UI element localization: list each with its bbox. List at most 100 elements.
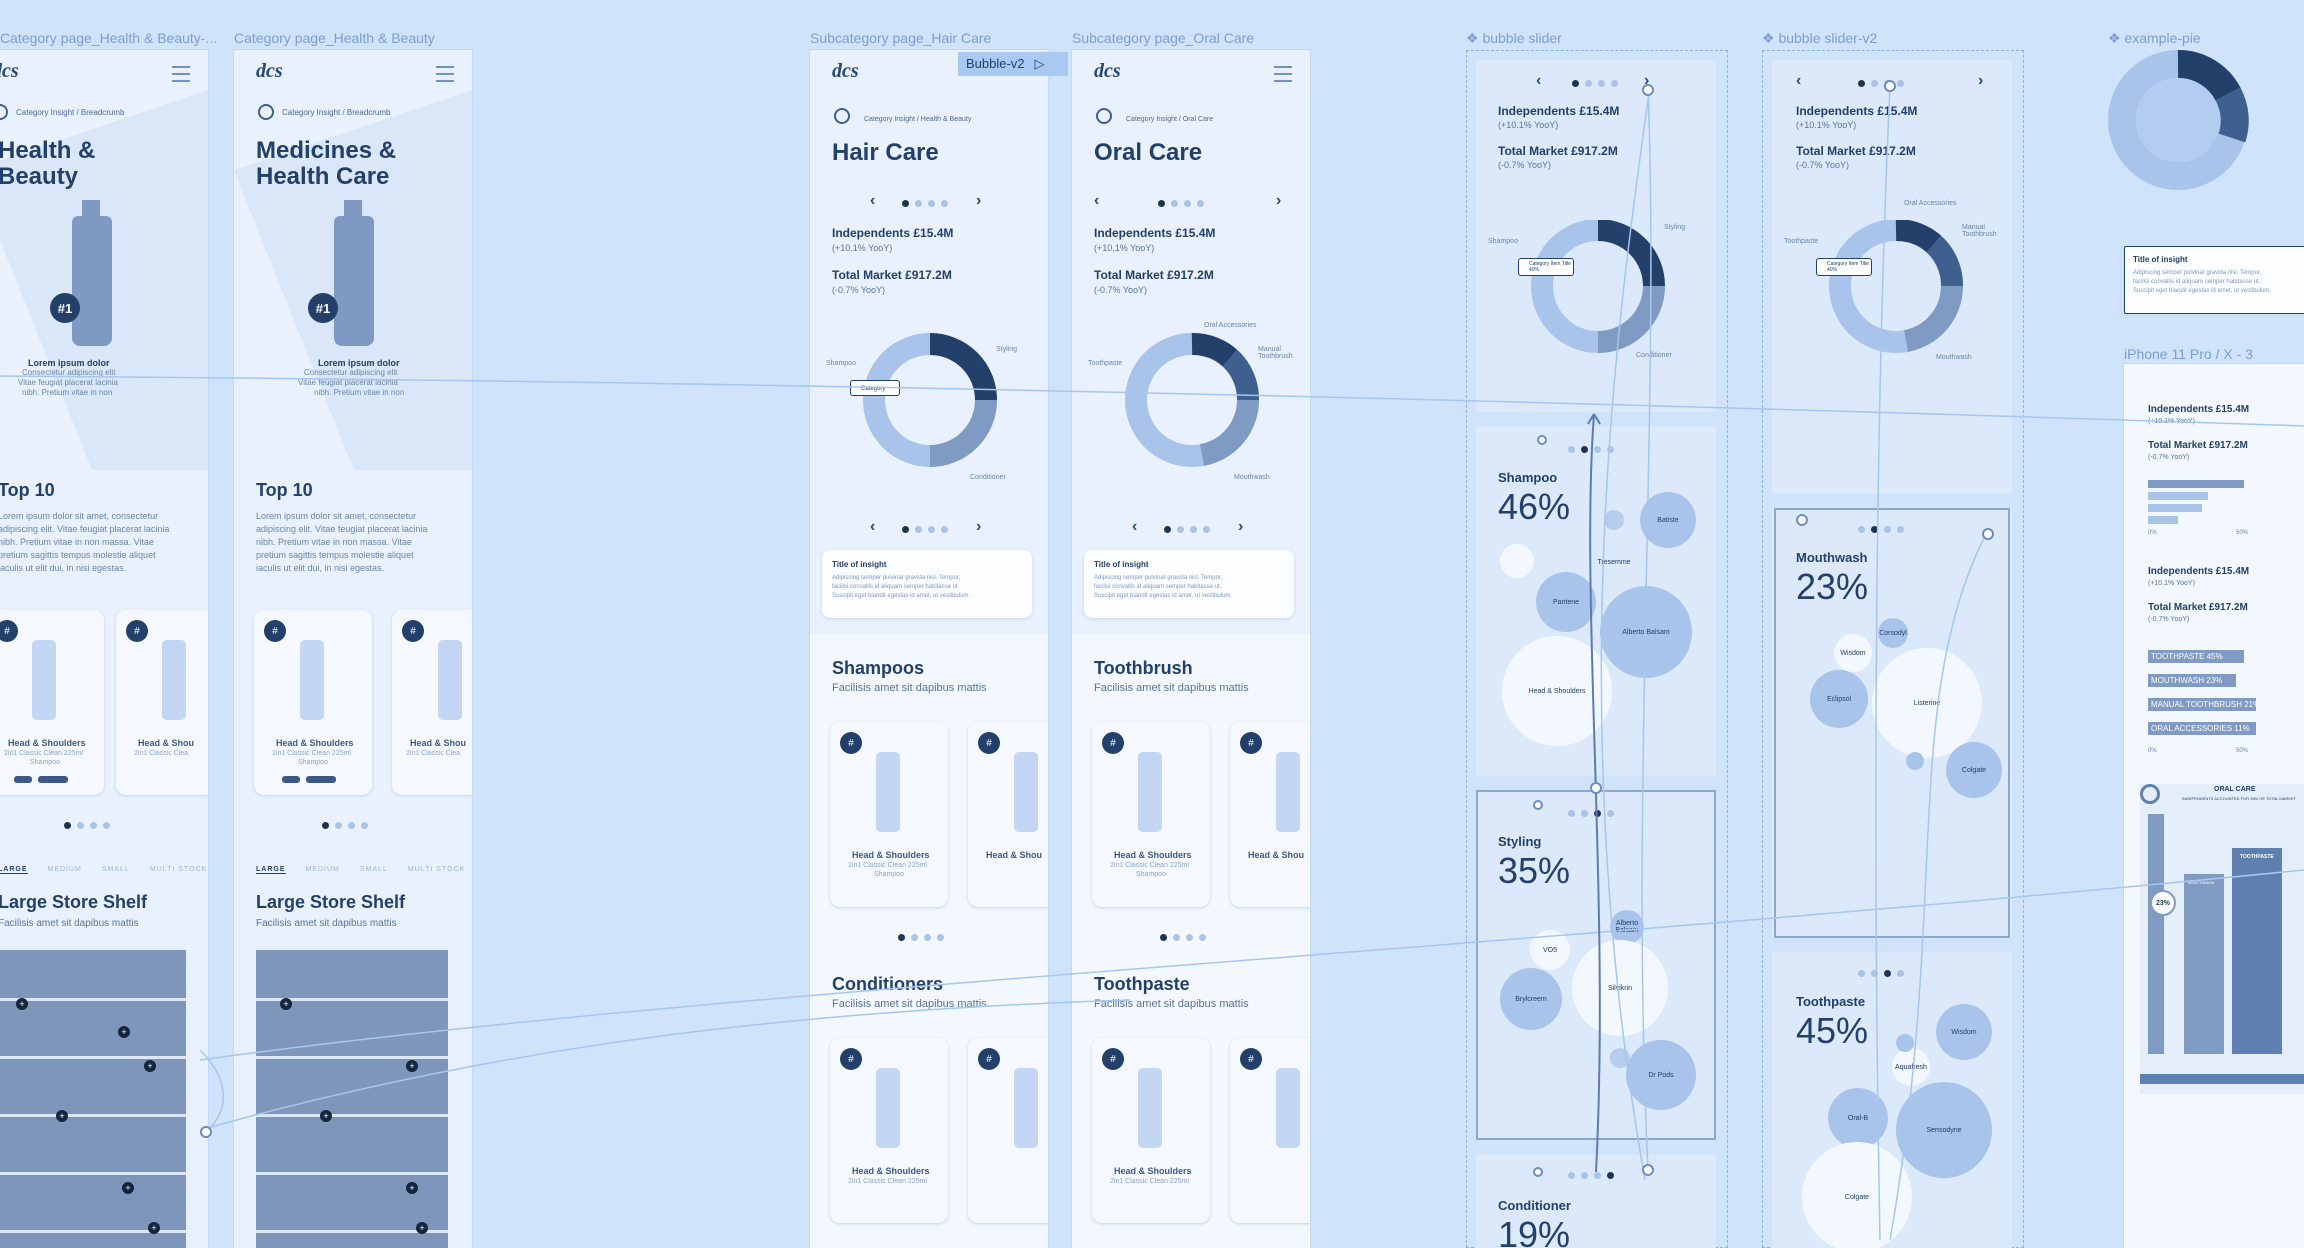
dcs-logo[interactable]: dcs bbox=[0, 60, 19, 82]
frame-label-6[interactable]: ❖ bubble slider-v2 bbox=[1762, 30, 1878, 46]
stat-carousel-dots[interactable] bbox=[902, 200, 948, 207]
product-card[interactable]: # Head & Shoulders 2in1 Classic Clean 22… bbox=[1092, 1038, 1210, 1223]
bubble[interactable] bbox=[1604, 510, 1624, 530]
carousel-dots[interactable] bbox=[1568, 446, 1614, 453]
menu-icon[interactable] bbox=[1274, 66, 1292, 82]
iphone-frame[interactable]: Independents £15.4M (+10.1% YooY) Total … bbox=[2124, 364, 2304, 1248]
carousel-dots[interactable] bbox=[1568, 1172, 1614, 1179]
bubble-panel-mouthwash[interactable]: Mouthwash 23% Corsodyl Wisdom Listerine … bbox=[1772, 508, 2012, 938]
product-card[interactable]: # Head & Shou 2in1 Classic Clea bbox=[116, 610, 208, 795]
chevron-left-icon[interactable]: ‹ bbox=[870, 518, 876, 535]
chevron-right-icon[interactable]: › bbox=[976, 192, 982, 209]
dcs-logo[interactable]: dcs bbox=[256, 60, 283, 82]
carousel-dots[interactable] bbox=[1858, 80, 1904, 87]
bubble[interactable]: Brylcreem bbox=[1500, 968, 1562, 1030]
bubble[interactable]: Wisdom bbox=[1936, 1004, 1992, 1060]
bubble[interactable] bbox=[1896, 1034, 1914, 1052]
carousel-dots[interactable] bbox=[1858, 526, 1904, 533]
breadcrumb[interactable]: Category Insight / Health & Beauty bbox=[864, 116, 972, 123]
bubble[interactable]: Eclipsol bbox=[1810, 670, 1868, 728]
product-card[interactable]: # Head & Shoulders 2in1 Classic Clean 22… bbox=[830, 722, 948, 907]
insight-carousel-dots[interactable] bbox=[1164, 526, 1210, 533]
chevron-right-icon[interactable]: › bbox=[1644, 72, 1650, 89]
hotspot-icon[interactable]: + bbox=[16, 998, 28, 1010]
chevron-left-icon[interactable]: ‹ bbox=[1094, 192, 1100, 209]
insight-carousel-dots[interactable] bbox=[902, 526, 948, 533]
product-card[interactable]: # Head & Shou bbox=[968, 722, 1048, 907]
chevron-right-icon[interactable]: › bbox=[1238, 518, 1244, 535]
product-card[interactable]: # Head & Shoulders 2in1 Classic Clean 22… bbox=[1092, 722, 1210, 907]
bubble[interactable]: Wisdom bbox=[1834, 634, 1872, 672]
product-card[interactable]: # Head & Shoulders 2in1 Classic Clean 22… bbox=[830, 1038, 948, 1223]
frame-label-2[interactable]: Category page_Health & Beauty bbox=[234, 30, 435, 46]
carousel-dots[interactable] bbox=[64, 822, 110, 829]
bubble[interactable]: Sensodyne bbox=[1896, 1082, 1992, 1178]
bubble[interactable]: Alberto Balsam bbox=[1610, 910, 1644, 944]
bubble-panel-toothpaste[interactable]: Toothpaste 45% Wisdom Aquafresh Oral-B S… bbox=[1772, 952, 2012, 1248]
hotspot-icon[interactable]: + bbox=[122, 1182, 134, 1194]
frame-label-1[interactable]: Category page_Health & Beauty-... bbox=[0, 30, 218, 46]
frame-label-8[interactable]: iPhone 11 Pro / X - 3 bbox=[2124, 346, 2253, 362]
bubble-panel-shampoo[interactable]: Shampoo 46% Batiste Pantene Tresemme Alb… bbox=[1476, 426, 1716, 776]
breadcrumb[interactable]: Category Insight / Oral Care bbox=[1126, 116, 1214, 123]
frame-label-7[interactable]: ❖ example-pie bbox=[2108, 30, 2201, 46]
bubble[interactable]: Colgate bbox=[1802, 1142, 1912, 1248]
bubble[interactable] bbox=[1610, 1048, 1630, 1068]
store-shelf-image[interactable]: + + + + + bbox=[256, 950, 448, 1248]
stat-carousel-dots[interactable] bbox=[1158, 200, 1204, 207]
breadcrumb[interactable]: Category Insight / Breadcrumb bbox=[282, 108, 391, 117]
subcategory-frame-hair[interactable]: dcs Category Insight / Health & Beauty H… bbox=[810, 50, 1048, 1248]
dcs-logo[interactable]: dcs bbox=[1094, 60, 1121, 82]
chevron-right-icon[interactable]: › bbox=[1978, 72, 1984, 89]
carousel-dots[interactable] bbox=[1160, 934, 1206, 941]
product-card[interactable]: # Head & Shoulders 2in1 Classic Clean 22… bbox=[254, 610, 372, 795]
prototype-flow-tag[interactable]: Bubble-v2 ▷ bbox=[958, 52, 1068, 76]
example-pie-chart[interactable] bbox=[2106, 48, 2256, 198]
hotspot-icon[interactable]: + bbox=[406, 1182, 418, 1194]
menu-icon[interactable] bbox=[172, 66, 190, 82]
chevron-right-icon[interactable]: › bbox=[1276, 192, 1282, 209]
product-card[interactable]: # bbox=[1230, 1038, 1310, 1223]
bubble[interactable]: VO5 bbox=[1530, 930, 1570, 970]
product-card[interactable]: # Head & Shoulders 2in1 Classic Clean 22… bbox=[0, 610, 104, 795]
product-card[interactable]: # Head & Shou 2in1 Classic Clea bbox=[392, 610, 472, 795]
bubble[interactable]: Pantene bbox=[1536, 572, 1596, 632]
frame-label-4[interactable]: Subcategory page_Oral Care bbox=[1072, 30, 1255, 46]
frame-label-3[interactable]: Subcategory page_Hair Care bbox=[810, 30, 992, 46]
oral-care-infographic[interactable]: ORAL CARE INDEPENDENTS ACCOUNTED FOR 26%… bbox=[2140, 784, 2304, 1094]
bubble-panel-styling[interactable]: Styling 35% Alberto Balsam VO5 Brylcreem… bbox=[1476, 790, 1716, 1140]
bubble-slider-v2-summary[interactable]: ‹ › Independents £15.4M (+10.1% YooY) To… bbox=[1772, 60, 2012, 494]
subcategory-frame-oral[interactable]: dcs Category Insight / Oral Care Oral Ca… bbox=[1072, 50, 1310, 1248]
hotspot-icon[interactable]: + bbox=[118, 1026, 130, 1038]
bubble[interactable]: Aquafresh bbox=[1892, 1048, 1930, 1086]
product-card[interactable]: # bbox=[968, 1038, 1048, 1223]
hotspot-icon[interactable]: + bbox=[148, 1222, 160, 1234]
insight-card[interactable]: Title of insight Adipiscing semper pulvi… bbox=[1084, 550, 1294, 618]
bubble[interactable]: Listerine bbox=[1872, 648, 1982, 758]
carousel-dots[interactable] bbox=[1568, 810, 1614, 817]
hotspot-icon[interactable]: + bbox=[144, 1060, 156, 1072]
carousel-dots[interactable] bbox=[322, 822, 368, 829]
bubble[interactable] bbox=[1500, 544, 1534, 578]
store-shelf-image[interactable]: + + + + + + bbox=[0, 950, 186, 1248]
bubble[interactable] bbox=[1906, 752, 1924, 770]
hotspot-icon[interactable]: + bbox=[416, 1222, 428, 1234]
bubble-slider-summary[interactable]: ‹ › Independents £15.4M (+10.1% YooY) To… bbox=[1476, 60, 1716, 412]
bubble[interactable]: Corsodyl bbox=[1878, 618, 1908, 648]
carousel-dots[interactable] bbox=[898, 934, 944, 941]
carousel-dots[interactable] bbox=[1858, 970, 1904, 977]
carousel-dots[interactable] bbox=[1572, 80, 1618, 87]
chevron-left-icon[interactable]: ‹ bbox=[1796, 72, 1802, 89]
bubble[interactable]: Dr Pods bbox=[1626, 1040, 1696, 1110]
hotspot-icon[interactable]: + bbox=[56, 1110, 68, 1122]
product-card[interactable]: # Head & Shou bbox=[1230, 722, 1310, 907]
size-tabs[interactable]: LARGE MEDIUM SMALL MULTI STOCK bbox=[0, 866, 208, 874]
menu-icon[interactable] bbox=[436, 66, 454, 82]
chevron-left-icon[interactable]: ‹ bbox=[870, 192, 876, 209]
insight-card[interactable]: Title of insight Adipiscing semper pulvi… bbox=[822, 550, 1032, 618]
chevron-right-icon[interactable]: › bbox=[976, 518, 982, 535]
bubble-panel-conditioner[interactable]: Conditioner 19% bbox=[1476, 1154, 1716, 1248]
frame-label-5[interactable]: ❖ bubble slider bbox=[1466, 30, 1562, 46]
bubble[interactable]: Batiste bbox=[1640, 492, 1696, 548]
